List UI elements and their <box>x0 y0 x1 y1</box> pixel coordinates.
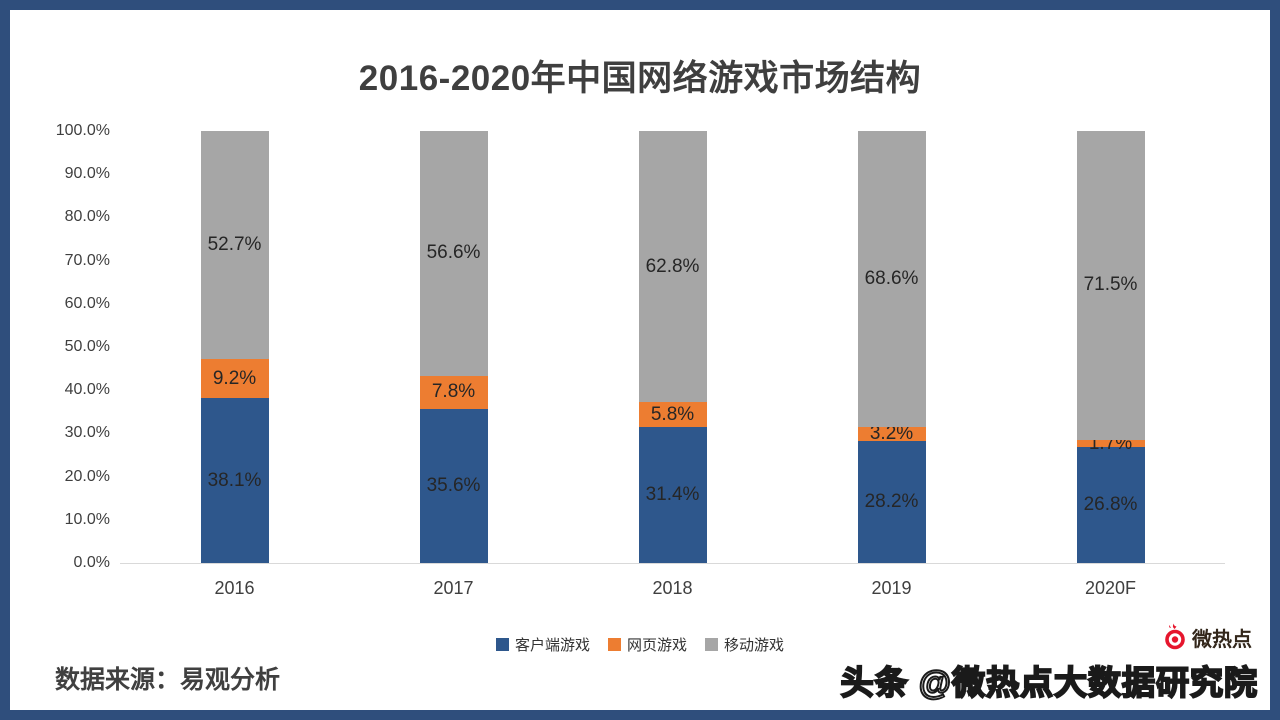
x-tick-label: 2016 <box>214 578 255 598</box>
legend-swatch <box>705 638 718 651</box>
bar-segment: 1.7% <box>1076 432 1145 454</box>
data-label: 26.8% <box>1083 494 1138 516</box>
bar-segment: 62.8% <box>638 131 707 403</box>
stacked-bar-2019: 28.2% 3.2% 68.6% <box>857 131 926 563</box>
bar-segment: 28.2% <box>857 441 926 563</box>
y-tick-label: 90.0% <box>64 165 110 183</box>
sina-eye-icon <box>1165 623 1185 650</box>
legend-item: 移动游戏 <box>705 634 784 655</box>
data-label: 3.2% <box>869 423 914 445</box>
weibo-hotspot-logo: 微热点 <box>1160 622 1252 652</box>
bar-slot: 35.6% 7.8% 56.6% <box>344 131 563 563</box>
data-label: 56.6% <box>426 242 481 264</box>
bar-slot: 28.2% 3.2% 68.6% <box>782 131 1001 563</box>
bar-segment: 56.6% <box>419 131 488 376</box>
chart-title: 2016-2020年中国网络游戏市场结构 <box>358 59 922 98</box>
data-label: 5.8% <box>650 403 695 425</box>
stacked-bar-2020F: 26.8% 1.7% 71.5% <box>1076 131 1145 563</box>
y-tick-label: 20.0% <box>64 467 110 485</box>
x-tick-label: 2019 <box>871 578 912 598</box>
bar-segment: 31.4% <box>638 427 707 563</box>
chart-canvas: 2016-2020年中国网络游戏市场结构 100.0% 90.0% 80.0% 70.… <box>10 10 1270 710</box>
data-label: 62.8% <box>645 255 700 277</box>
y-tick-label: 80.0% <box>64 208 110 226</box>
y-tick-label: 50.0% <box>64 338 110 355</box>
bar-segment: 71.5% <box>1076 131 1145 440</box>
data-label: 31.4% <box>645 484 700 506</box>
data-label: 7.8% <box>431 381 476 403</box>
bar-slot: 31.4% 5.8% 62.8% <box>563 131 782 563</box>
y-tick-label: 100.0% <box>55 122 110 139</box>
bar-segment: 3.2% <box>857 423 926 445</box>
logo-label: 微热点 <box>1192 628 1252 651</box>
data-label: 68.6% <box>864 268 919 290</box>
bar-segment: 5.8% <box>638 402 707 428</box>
bar-segment: 26.8% <box>1076 447 1145 563</box>
x-tick-label: 2018 <box>652 578 693 598</box>
bar-slot: 26.8% 1.7% 71.5% <box>1001 131 1220 563</box>
data-label: 52.7% <box>207 233 262 255</box>
y-axis: 100.0% 90.0% 80.0% 70.0% 60.0% 50.0% 40.0% 30.0… <box>30 122 110 571</box>
legend-label: 网页游戏 <box>626 637 687 654</box>
bar-segment: 7.8% <box>419 375 488 410</box>
stacked-bar-2016: 38.1% 9.2% 52.7% <box>200 131 269 563</box>
y-tick-label: 60.0% <box>64 294 110 312</box>
bar-slot: 38.1% 9.2% 52.7% <box>125 131 344 563</box>
watermark-text: 头条 @微热点大数据研究院 <box>840 663 1258 702</box>
legend: 客户端游戏 网页游戏 移动游戏 <box>10 634 1270 655</box>
data-label: 1.7% <box>1088 432 1133 454</box>
bar-segment: 9.2% <box>200 358 269 399</box>
data-label: 71.5% <box>1083 274 1138 296</box>
legend-swatch <box>607 638 621 651</box>
x-tick-label: 2020F <box>1084 578 1137 598</box>
x-axis: 2016 2017 2018 2019 2020F <box>125 578 1220 599</box>
plot-area: 38.1% 9.2% 52.7% 35.6% 7.8% 56.6% 31.4% 5.8% 62.… <box>125 131 1220 563</box>
bar-segment: 38.1% <box>200 398 269 563</box>
y-tick-label: 30.0% <box>64 424 110 442</box>
stacked-bar-2017: 35.6% 7.8% 56.6% <box>419 131 488 563</box>
x-tick-label: 2017 <box>433 578 474 598</box>
legend-label: 客户端游戏 <box>514 637 590 654</box>
bar-segment: 35.6% <box>419 409 488 563</box>
y-tick-label: 10.0% <box>64 510 110 528</box>
bar-segment: 68.6% <box>857 131 926 428</box>
y-tick-label: 40.0% <box>64 381 110 399</box>
data-source-note: 数据来源：易观分析 <box>55 666 281 694</box>
legend-item: 网页游戏 <box>607 634 687 655</box>
x-axis-line <box>120 563 1225 564</box>
legend-label: 移动游戏 <box>724 637 785 654</box>
legend-swatch <box>495 638 509 651</box>
legend-item: 客户端游戏 <box>495 634 590 655</box>
data-label: 9.2% <box>212 367 257 389</box>
data-label: 38.1% <box>207 469 262 491</box>
data-label: 28.2% <box>864 491 919 513</box>
data-label: 35.6% <box>426 475 481 497</box>
stacked-bar-2018: 31.4% 5.8% 62.8% <box>638 131 707 563</box>
y-tick-label: 70.0% <box>64 251 110 269</box>
y-tick-label: 0.0% <box>73 554 110 571</box>
bar-segment: 52.7% <box>200 131 269 359</box>
